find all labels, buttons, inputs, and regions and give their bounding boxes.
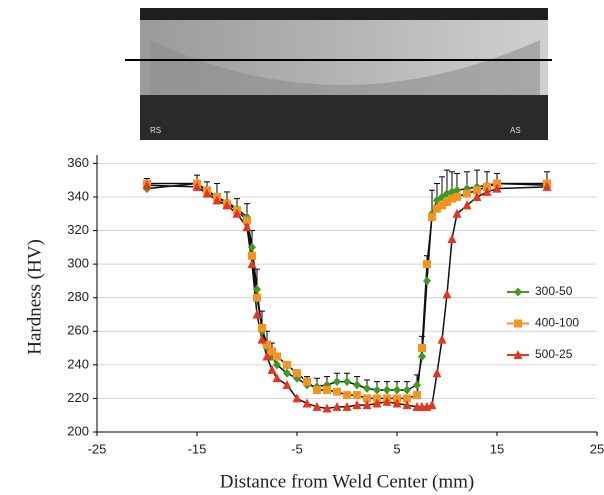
data-point [333,388,341,396]
series-line [147,184,547,390]
data-point [303,378,311,386]
data-point [423,260,431,268]
y-tick-label: 200 [67,423,89,438]
data-point [353,391,361,399]
legend-label: 300-50 [535,284,573,298]
y-tick-label: 260 [67,323,89,338]
data-point [303,398,312,407]
as-label: AS [510,126,521,135]
data-point [418,352,426,361]
legend-marker [514,288,522,297]
data-point [343,377,351,386]
y-tick-label: 300 [67,256,89,271]
data-point [453,193,461,201]
data-point [248,252,256,260]
data-point [353,380,361,389]
data-point [383,386,391,395]
x-tick-label: -5 [291,441,303,456]
x-tick-label: -15 [188,441,207,456]
y-tick-label: 320 [67,222,89,237]
data-point [323,386,331,394]
data-point [428,213,436,221]
data-point [413,380,421,389]
x-tick-label: 25 [590,441,604,456]
data-point [428,400,437,409]
data-point [453,209,462,218]
data-point [438,335,447,344]
data-point [253,294,261,302]
data-point [293,369,301,377]
data-point [413,391,421,399]
series-line [147,184,547,399]
data-point [418,344,426,352]
legend-label: 500-25 [535,347,573,361]
y-tick-label: 220 [67,390,89,405]
data-point [343,391,351,399]
data-point [333,377,341,386]
x-axis-label: Distance from Weld Center (mm) [220,471,475,492]
backing-plate [140,95,548,140]
data-point [423,276,431,285]
data-point [273,352,281,360]
data-point [463,200,472,209]
x-tick-label: 5 [393,441,400,456]
data-point [363,384,371,393]
legend-label: 400-100 [535,316,579,330]
data-point [433,368,442,377]
data-point [443,289,452,298]
rs-label: RS [150,126,161,135]
data-point [373,386,381,395]
data-point [463,190,471,198]
data-point [393,386,401,395]
y-tick-label: 340 [67,188,89,203]
data-point [403,386,411,395]
y-axis-label: Hardness (HV) [24,239,45,355]
data-point [273,373,282,382]
y-tick-label: 360 [67,155,89,170]
data-point [448,234,457,243]
data-point [258,324,266,332]
data-point [313,386,321,394]
data-point [283,361,291,369]
x-tick-label: 15 [490,441,504,456]
y-tick-label: 240 [67,356,89,371]
x-tick-label: -25 [88,441,107,456]
micrograph: RS AS [125,8,552,140]
figure: RS AS Distance from Weld Center (mm) Har… [0,0,604,495]
y-tick-label: 280 [67,289,89,304]
page: {"image": {"labels": ["RS", "AS"]}, "cha… [0,0,604,495]
legend-marker [514,320,522,328]
data-point [283,380,292,389]
